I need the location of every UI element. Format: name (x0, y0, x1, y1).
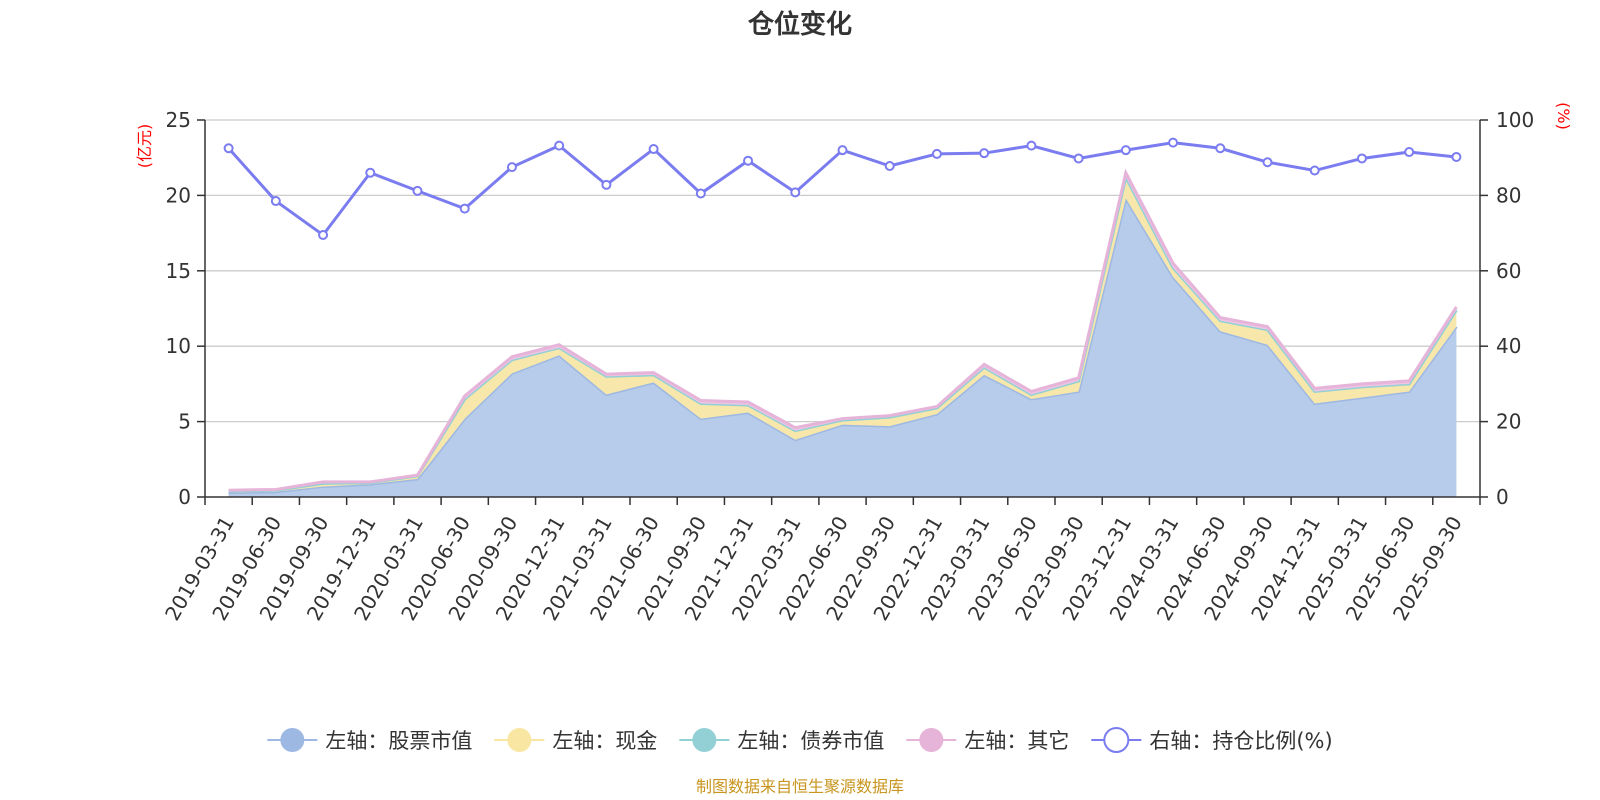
data-source-note: 制图数据来自恒生聚源数据库 (696, 777, 904, 796)
left-axis-unit: (亿元) (135, 124, 154, 169)
position-ratio-point (837, 145, 848, 156)
position-ratio-point (884, 160, 895, 171)
position-ratio-point (1404, 147, 1415, 158)
position-ratio-point (648, 144, 659, 155)
legend[interactable]: 左轴：股票市值 左轴：现金 左轴：债券市值 左轴：其它 右轴：持仓比例(%) (267, 727, 1333, 753)
position-ratio-point (1451, 151, 1462, 162)
legend-circle-icon (692, 728, 717, 752)
position-ratio-point (979, 148, 990, 159)
position-ratio-point (1120, 145, 1131, 156)
position-ratio-point (270, 196, 281, 207)
legend-circle-icon (280, 728, 305, 752)
right-axis-tick-label: 20 (1496, 410, 1521, 434)
position-ratio-point (318, 229, 329, 240)
position-ratio-point (1215, 143, 1226, 154)
legend-label: 左轴：股票市值 (325, 729, 472, 753)
position-ratio-point (601, 179, 612, 190)
position-ratio-line-group (223, 137, 1462, 240)
left-axis-tick-label: 25 (166, 108, 191, 132)
left-axis-tick-label: 5 (178, 410, 191, 434)
position-ratio-point (554, 140, 565, 151)
position-ratio-point (365, 167, 376, 178)
right-axis-tick-label: 0 (1496, 485, 1509, 509)
legend-label: 左轴：债券市值 (737, 729, 884, 753)
right-axis-tick-label: 100 (1496, 108, 1534, 132)
position-ratio-point (790, 187, 801, 198)
legend-hollow-circle-icon (1103, 727, 1130, 753)
position-ratio-point (695, 188, 706, 199)
right-axis-unit: (%) (1554, 102, 1573, 130)
left-axis-tick-label: 20 (166, 183, 191, 207)
legend-label: 左轴：现金 (552, 729, 657, 753)
legend-label: 右轴：持仓比例(%) (1149, 729, 1332, 753)
right-axis-tick-label: 60 (1496, 259, 1521, 283)
legend-circle-icon (507, 728, 532, 752)
position-ratio-point (412, 185, 423, 196)
position-ratio-point (1356, 153, 1367, 164)
legend-item-2[interactable]: 左轴：债券市值 (679, 728, 884, 753)
left-axis-tick-label: 15 (166, 259, 191, 283)
right-axis-tick-label: 80 (1496, 183, 1521, 207)
legend-label: 左轴：其它 (964, 729, 1069, 753)
left-axis-tick-label: 0 (178, 485, 191, 509)
position-ratio-line (227, 141, 1457, 238)
position-ratio-point (1026, 140, 1037, 151)
position-ratio-point (931, 148, 942, 159)
position-ratio-point (506, 162, 517, 173)
axes-group: 05101520250204060801002019-03-312019-06-… (160, 108, 1534, 625)
area-series-0 (228, 198, 1457, 497)
legend-circle-icon (919, 728, 944, 752)
position-ratio-point (223, 143, 234, 154)
area-series-group (228, 168, 1458, 497)
position-ratio-point (459, 203, 470, 214)
legend-item-4[interactable]: 右轴：持仓比例(%) (1091, 727, 1333, 753)
position-ratio-point (1168, 137, 1179, 148)
left-axis-tick-label: 10 (166, 334, 191, 358)
legend-item-3[interactable]: 左轴：其它 (906, 728, 1069, 753)
area-series-line-3 (228, 168, 1458, 492)
position-ratio-point (1309, 165, 1320, 176)
legend-item-1[interactable]: 左轴：现金 (494, 728, 657, 753)
position-ratio-point (1262, 157, 1273, 168)
position-ratio-point (743, 155, 754, 166)
right-axis-tick-label: 40 (1496, 334, 1521, 358)
legend-item-0[interactable]: 左轴：股票市值 (267, 728, 472, 753)
chart-title: 仓位变化 (747, 9, 852, 40)
position-ratio-point (1073, 153, 1084, 164)
